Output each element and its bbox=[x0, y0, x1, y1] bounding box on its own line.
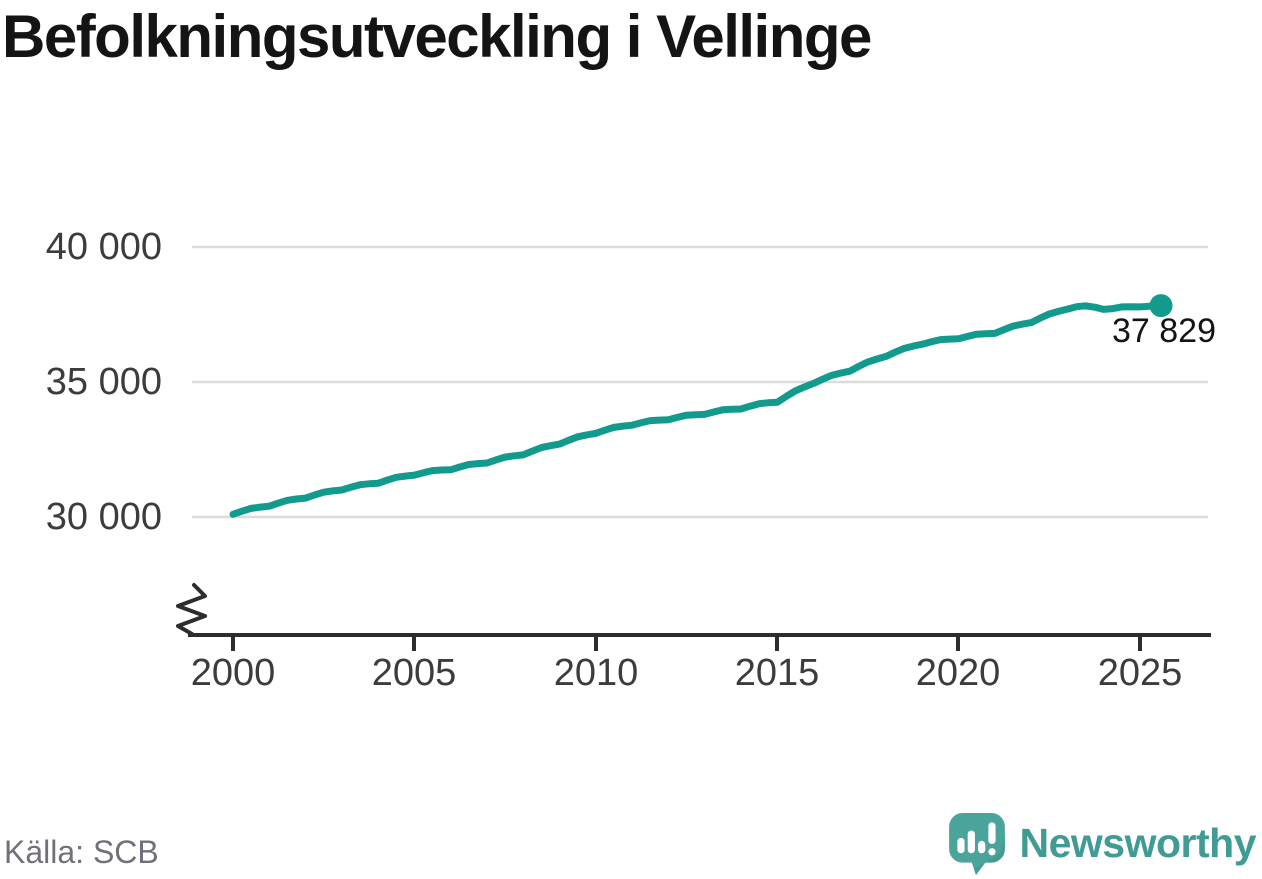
newsworthy-logo[interactable]: Newsworthy bbox=[946, 812, 1257, 875]
newsworthy-wordmark: Newsworthy bbox=[1019, 820, 1257, 866]
y-tick-label-35000: 35 000 bbox=[45, 361, 162, 403]
last-value-dot bbox=[1149, 294, 1173, 318]
y-tick-label-40000: 40 000 bbox=[45, 226, 162, 268]
gridlines bbox=[192, 245, 1208, 519]
x-tick-label-2015: 2015 bbox=[734, 652, 820, 694]
axis-break-icon bbox=[176, 583, 207, 636]
x-tick-label-2020: 2020 bbox=[915, 652, 1001, 694]
y-tick-label-30000: 30 000 bbox=[45, 496, 162, 538]
x-tick-label-2025: 2025 bbox=[1097, 652, 1183, 694]
newsworthy-chart-bubble-icon bbox=[948, 813, 1005, 875]
source-label: Källa: SCB bbox=[4, 834, 159, 870]
last-value-label: 37 829 bbox=[1112, 312, 1216, 350]
x-tick-label-2005: 2005 bbox=[371, 652, 457, 694]
x-tick-label-2000: 2000 bbox=[190, 652, 276, 694]
population-line-series bbox=[229, 302, 1165, 518]
x-axis bbox=[188, 633, 1211, 651]
x-tick-label-2010: 2010 bbox=[553, 652, 639, 694]
chart-title: Befolkningsutveckling i Vellinge bbox=[2, 3, 872, 70]
